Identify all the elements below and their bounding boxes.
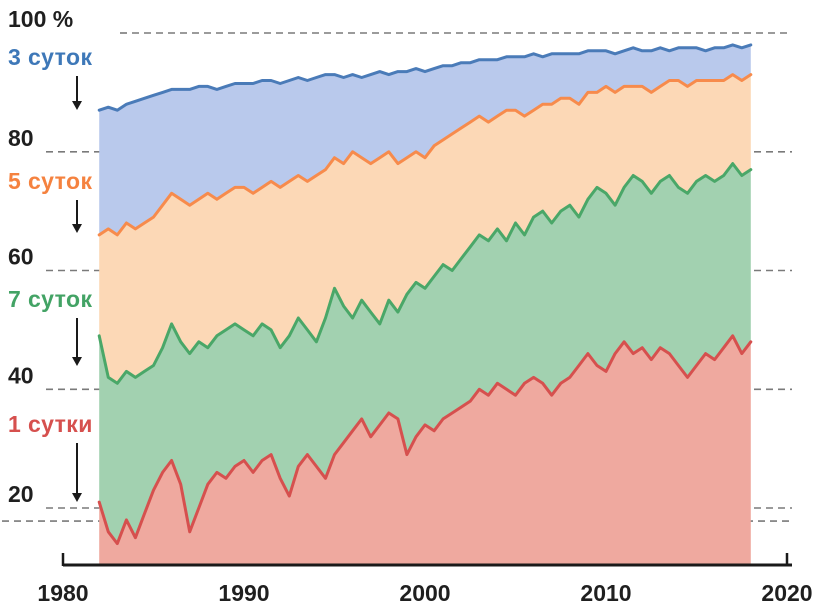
series-line-2 (97, 162, 753, 385)
x-axis-label: 2010 (580, 580, 631, 606)
annotation-arrow-head-icon (72, 493, 82, 502)
series-area-3 (99, 335, 751, 565)
x-axis-label: 2000 (399, 580, 450, 606)
series-line-3 (97, 334, 753, 546)
y-axis-label: 80 (8, 125, 34, 151)
annotation-arrow-head-icon (72, 357, 82, 366)
annotation-arrow-head-icon (72, 224, 82, 233)
series-label-3: 1 сутки (8, 411, 93, 437)
y-axis-label: 100 % (8, 6, 73, 32)
annotation-arrow-head-icon (72, 101, 82, 110)
series-label-0: 3 суток (8, 44, 93, 70)
series-area-1 (99, 74, 751, 384)
series-line-0 (97, 43, 753, 112)
series-area-2 (99, 163, 751, 544)
x-axis-label: 1990 (218, 580, 269, 606)
series-line-1 (97, 73, 753, 237)
x-axis-label: 1980 (37, 580, 88, 606)
y-axis-label: 40 (8, 362, 34, 388)
series-label-2: 7 суток (8, 286, 93, 312)
x-axis-label: 2020 (761, 580, 812, 606)
y-axis-label: 20 (8, 481, 34, 507)
y-axis-label: 60 (8, 244, 34, 270)
series-label-1: 5 суток (8, 168, 93, 194)
